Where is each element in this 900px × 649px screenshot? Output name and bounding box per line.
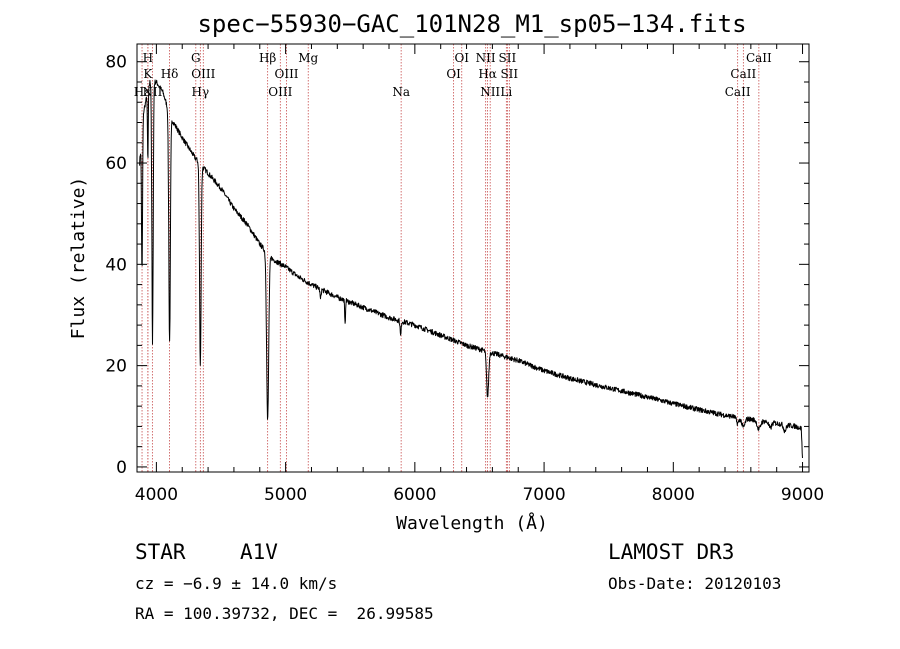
spectral-line-label: NII (480, 85, 500, 99)
radial-velocity: cz = −6.9 ± 14.0 km/s (135, 574, 338, 593)
spectral-line-label: OIII (268, 85, 292, 99)
y-tick-label: 60 (105, 154, 127, 174)
y-axis-label: Flux (relative) (68, 177, 89, 340)
spectral-line-label: OI (454, 51, 469, 65)
x-tick-label: 8000 (652, 485, 695, 505)
x-tick-label: 7000 (522, 485, 565, 505)
coordinates: RA = 100.39732, DEC = 26.99585 (135, 604, 434, 623)
spectral-line-label: Li (500, 85, 512, 99)
observation-date: Obs-Date: 20120103 (608, 574, 782, 593)
x-tick-label: 5000 (264, 485, 307, 505)
spectral-line-label: Hγ (192, 85, 210, 99)
y-tick-label: 80 (105, 53, 127, 73)
spectral-line-label: Hα (478, 67, 497, 81)
spectral-line-label: OIII (191, 67, 215, 81)
spectral-line-label: Na (392, 85, 410, 99)
spectral-line-label: G (191, 51, 201, 65)
spectral-line-label: K (143, 67, 153, 81)
y-axis-ticks: 0 20 40 60 80 (105, 53, 809, 478)
spectral-subclass: A1V (240, 540, 278, 564)
y-tick-label: 20 (105, 357, 127, 377)
spectral-line-label: SII (500, 67, 518, 81)
x-axis-label: Wavelength (Å) (396, 512, 548, 534)
plot-frame (136, 43, 810, 473)
spectral-line-label: CaII (725, 85, 751, 99)
spectral-line-label: Hε (134, 85, 151, 99)
spectral-line-markers (141, 44, 760, 472)
spectral-line-label: H (143, 51, 153, 65)
spectral-line-label: Mg (298, 51, 318, 65)
spectral-line-label: NII (476, 51, 496, 65)
x-tick-label: 6000 (393, 485, 436, 505)
chart-title: spec−55930−GAC_101N28_M1_sp05−134.fits (197, 10, 746, 38)
y-tick-label: 0 (116, 458, 127, 478)
spectral-line-label: CaII (746, 51, 772, 65)
y-tick-label: 40 (105, 255, 127, 275)
object-class: STAR (135, 540, 186, 564)
spectral-line-label: NII (142, 85, 162, 99)
x-tick-label: 4000 (135, 485, 178, 505)
survey-name: LAMOST DR3 (608, 540, 735, 564)
spectral-line-label: OIII (274, 67, 298, 81)
spectrum-line (139, 79, 803, 459)
x-axis-ticks: 4000 5000 6000 7000 8000 9000 (135, 44, 824, 505)
spectral-line-label: Hδ (161, 67, 179, 81)
spectral-line-label: SII (499, 51, 517, 65)
spectral-line-label: OI (446, 67, 461, 81)
spectral-line-label: CaII (730, 67, 756, 81)
spectral-line-label: Hβ (259, 51, 276, 65)
x-tick-label: 9000 (781, 485, 824, 505)
